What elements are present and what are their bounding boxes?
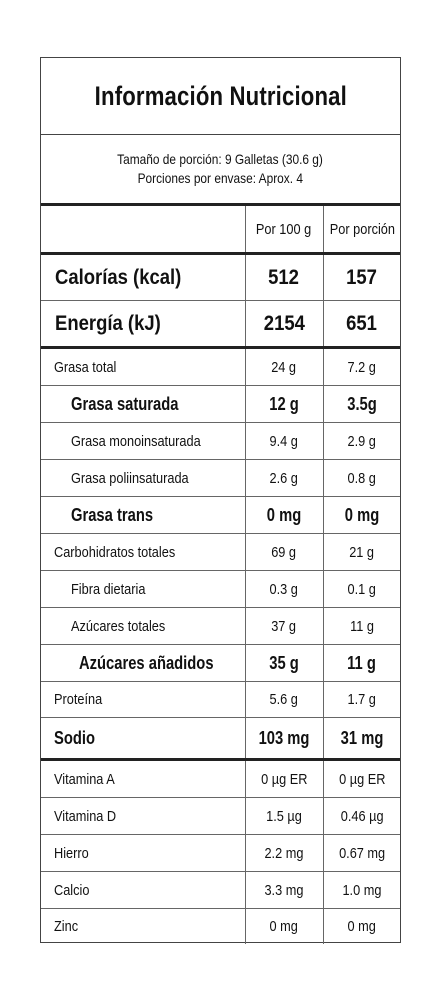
value-per-100g: 69 g xyxy=(271,543,297,561)
value-per-100g: 37 g xyxy=(271,617,297,635)
nutrient-name: Carbohidratos totales xyxy=(54,543,176,561)
value-per-100g: 12 g xyxy=(269,393,299,414)
row-fibra-dietaria: Fibra dietaria 0.3 g 0.1 g xyxy=(41,570,400,608)
row-zinc: Zinc 0 mg 0 mg xyxy=(41,908,400,944)
row-grasa-trans: Grasa trans 0 mg 0 mg xyxy=(41,496,400,534)
value-per-100g: 0 mg xyxy=(266,504,302,525)
value-per-100g: 2.2 mg xyxy=(264,844,304,862)
value-per-100g: 0 mg xyxy=(269,918,299,935)
nutrient-name: Azúcares añadidos xyxy=(79,652,214,673)
value-per-serving: 1.7 g xyxy=(347,691,376,708)
value-per-100g: 0.3 g xyxy=(269,580,299,598)
row-calcio: Calcio 3.3 mg 1.0 mg xyxy=(41,871,400,909)
value-per-serving: 0 mg xyxy=(344,504,379,525)
nutrient-name: Fibra dietaria xyxy=(71,580,146,598)
value-per-serving: 0 µg ER xyxy=(338,770,385,788)
value-per-serving: 0.1 g xyxy=(347,580,376,598)
row-azucares-anadidos: Azúcares añadidos 35 g 11 g xyxy=(41,644,400,682)
nutrient-name: Hierro xyxy=(54,844,89,862)
value-per-100g: 0 µg ER xyxy=(260,770,308,788)
value-per-serving: 11 g xyxy=(347,652,377,673)
nutrient-name: Grasa saturada xyxy=(71,393,179,414)
label-title: Información Nutricional xyxy=(94,80,347,111)
row-hierro: Hierro 2.2 mg 0.67 mg xyxy=(41,834,400,872)
row-vitamina-a: Vitamina A 0 µg ER 0 µg ER xyxy=(41,758,400,798)
value-per-serving: 0 mg xyxy=(347,918,376,935)
nutrient-table: Por 100 g Por porción Calorías (kcal) 51… xyxy=(41,206,400,944)
value-per-serving: 21 g xyxy=(349,543,375,561)
nutrient-name: Grasa monoinsaturada xyxy=(71,432,201,450)
nutrient-name: Sodio xyxy=(54,727,95,748)
value-per-100g: 3.3 mg xyxy=(264,881,304,899)
value-per-serving: 651 xyxy=(346,311,378,335)
row-grasa-poliinsaturada: Grasa poliinsaturada 2.6 g 0.8 g xyxy=(41,459,400,497)
row-carbohidratos: Carbohidratos totales 69 g 21 g xyxy=(41,533,400,571)
nutrient-name: Grasa poliinsaturada xyxy=(71,469,189,487)
row-proteina: Proteína 5.6 g 1.7 g xyxy=(41,681,400,718)
value-per-100g: 2.6 g xyxy=(269,469,299,487)
title-section: Información Nutricional xyxy=(41,58,400,135)
value-per-serving: 7.2 g xyxy=(347,358,376,376)
nutrient-name: Vitamina A xyxy=(54,770,115,788)
value-per-100g: 2154 xyxy=(263,311,305,335)
nutrient-name: Proteína xyxy=(54,691,103,708)
value-per-100g: 35 g xyxy=(269,652,299,673)
value-per-serving: 157 xyxy=(346,265,378,289)
nutrition-facts-label: Información Nutricional Tamaño de porció… xyxy=(40,57,401,944)
value-per-serving: 11 g xyxy=(349,617,374,635)
nutrient-name: Vitamina D xyxy=(54,807,117,825)
row-calorias: Calorías (kcal) 512 157 xyxy=(41,252,400,301)
column-header-row: Por 100 g Por porción xyxy=(41,206,400,254)
value-per-serving: 31 mg xyxy=(340,727,384,748)
row-grasa-total: Grasa total 24 g 7.2 g xyxy=(41,346,400,386)
row-azucares-totales: Azúcares totales 37 g 11 g xyxy=(41,607,400,645)
header-blank xyxy=(41,206,245,254)
value-per-100g: 9.4 g xyxy=(269,432,299,450)
row-grasa-saturada: Grasa saturada 12 g 3.5g xyxy=(41,385,400,423)
serving-size: Tamaño de porción: 9 Galletas (30.6 g) xyxy=(117,151,324,167)
value-per-100g: 5.6 g xyxy=(269,691,299,708)
nutrient-name: Grasa total xyxy=(54,358,117,376)
row-grasa-monoinsaturada: Grasa monoinsaturada 9.4 g 2.9 g xyxy=(41,422,400,460)
servings-per-container: Porciones por envase: Aprox. 4 xyxy=(137,170,304,186)
row-vitamina-d: Vitamina D 1.5 µg 0.46 µg xyxy=(41,797,400,835)
nutrient-name: Calorías (kcal) xyxy=(55,265,182,289)
value-per-100g: 24 g xyxy=(271,358,297,376)
serving-info: Tamaño de porción: 9 Galletas (30.6 g) P… xyxy=(41,135,400,206)
value-per-serving: 1.0 mg xyxy=(342,881,382,899)
nutrient-name: Calcio xyxy=(54,881,90,899)
value-per-serving: 3.5g xyxy=(346,393,377,414)
value-per-serving: 0.67 mg xyxy=(338,844,385,862)
nutrient-name: Energía (kJ) xyxy=(55,311,161,335)
row-energia: Energía (kJ) 2154 651 xyxy=(41,300,400,348)
value-per-100g: 1.5 µg xyxy=(266,807,302,825)
header-per-serving: Por porción xyxy=(322,206,400,254)
value-per-100g: 512 xyxy=(268,265,300,289)
nutrient-name: Azúcares totales xyxy=(71,617,166,635)
value-per-serving: 0.46 µg xyxy=(340,807,384,825)
header-per-100g: Por 100 g xyxy=(244,206,323,254)
row-sodio: Sodio 103 mg 31 mg xyxy=(41,717,400,760)
value-per-serving: 2.9 g xyxy=(347,432,376,450)
nutrient-name: Zinc xyxy=(54,918,79,935)
value-per-serving: 0.8 g xyxy=(347,469,376,487)
value-per-100g: 103 mg xyxy=(258,727,310,748)
nutrient-name: Grasa trans xyxy=(71,504,154,525)
